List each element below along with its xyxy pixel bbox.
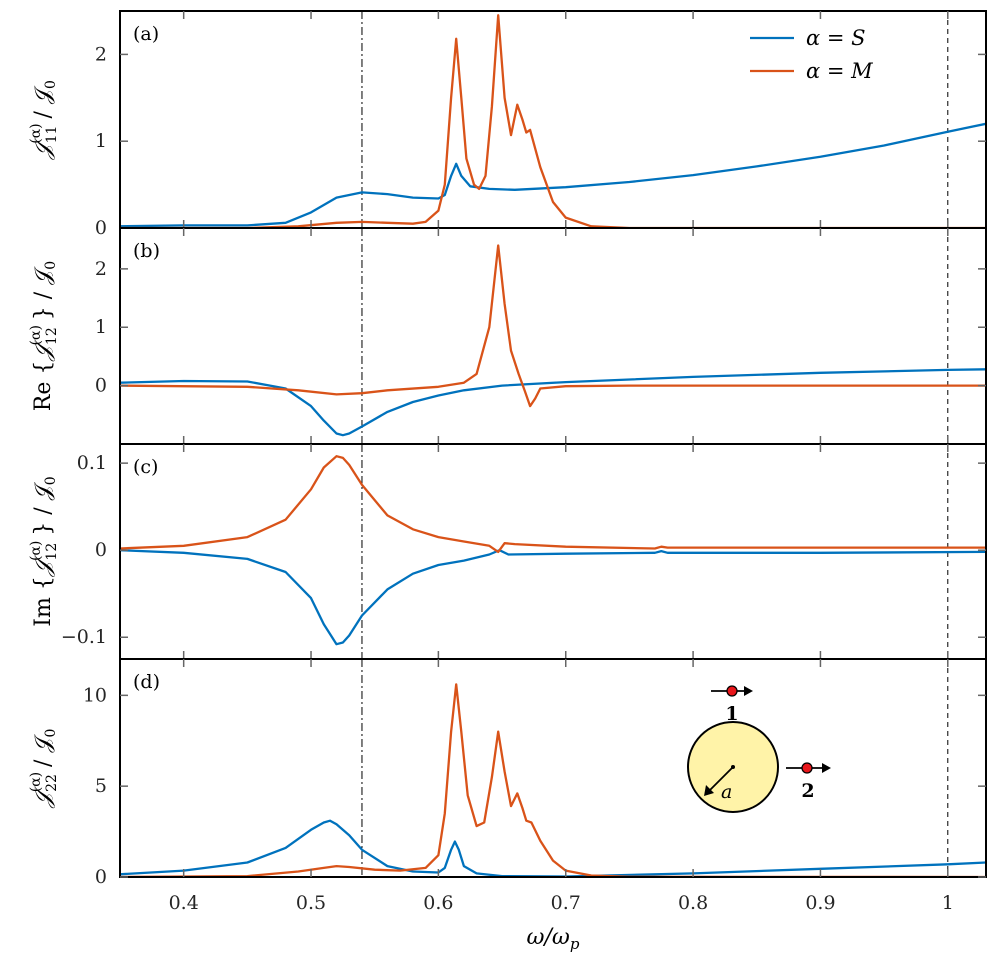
y-tick-label: 0.1 xyxy=(77,452,107,474)
legend: α = S α = M xyxy=(750,26,873,83)
series-M-line xyxy=(120,14,986,228)
series-S-line xyxy=(120,819,986,877)
y-tick-label: 0 xyxy=(95,866,107,888)
panel-label: (b) xyxy=(133,240,160,262)
panel-label: (c) xyxy=(133,456,158,478)
legend-label-M: α = M xyxy=(806,59,873,83)
radius-arrowhead xyxy=(704,785,714,796)
y-axis-label: 𝒥(α)11 / 𝒥0 xyxy=(28,80,60,160)
y-tick-label: 2 xyxy=(95,258,107,280)
x-tick-label: 0.7 xyxy=(551,892,581,914)
y-tick-label: 1 xyxy=(95,316,107,338)
series-M-line xyxy=(120,244,986,408)
legend-label-S: α = S xyxy=(806,26,866,50)
x-tick-label: 0.8 xyxy=(678,892,708,914)
series-S-line xyxy=(120,549,986,646)
x-tick-label: 0.9 xyxy=(805,892,835,914)
panel-frame xyxy=(119,658,987,878)
y-tick-label: 1 xyxy=(95,130,107,152)
panel-c: −0.1 0 0.1 (c) Im {𝒥(α)12 } / 𝒥0 xyxy=(28,443,987,660)
y-axis-label: Im {𝒥(α)12 } / 𝒥0 xyxy=(28,476,60,626)
geometry-inset: a 1 2 xyxy=(687,685,831,813)
dipole-2-label: 2 xyxy=(801,780,814,802)
y-tick-label: 2 xyxy=(95,43,107,65)
y-tick-label: 0 xyxy=(95,375,107,397)
panel-b: 0 1 2 (b) Re {𝒥(α)12 } / 𝒥0 xyxy=(28,227,987,445)
dipole-1-arrowhead xyxy=(744,686,753,696)
dipole-2-arrowhead xyxy=(822,763,831,773)
panel-label: (a) xyxy=(133,23,159,45)
y-tick-label: −0.1 xyxy=(61,626,107,648)
series-M-line xyxy=(120,455,986,554)
y-axis-label: Re {𝒥(α)12 } / 𝒥0 xyxy=(28,261,60,411)
x-axis: ω/ωp xyxy=(527,925,580,953)
series-S-line xyxy=(120,368,986,437)
y-axis-label: 𝒥(α)22 / 𝒥0 xyxy=(28,729,60,809)
panel-d: 0 5 10 (d) 𝒥(α)22 / 𝒥0 0.4 0.5 0.6 0.7 0.8 0.9 1 xyxy=(28,658,987,914)
x-tick-label: 0.6 xyxy=(423,892,453,914)
x-tick-label: 1 xyxy=(942,892,954,914)
series-M-line xyxy=(120,683,986,877)
radius-label: a xyxy=(721,781,732,803)
x-tick-label: 0.4 xyxy=(169,892,199,914)
dipole-1-label: 1 xyxy=(725,703,738,725)
dipole-2 xyxy=(801,762,813,774)
y-tick-label: 0 xyxy=(95,217,107,239)
y-tick-label: 10 xyxy=(83,684,107,706)
panel-label: (d) xyxy=(133,671,160,693)
panel-frame xyxy=(119,227,987,445)
radius-arrow xyxy=(707,766,734,793)
x-axis-label: ω/ωp xyxy=(527,925,580,953)
y-tick-label: 5 xyxy=(95,775,107,797)
panels: 0 1 2 (a) 𝒥(α)11 / 𝒥0 0 1 2 (b) Re {𝒥(α)12 } / 𝒥0… xyxy=(28,10,987,914)
series-S-line xyxy=(120,122,986,228)
dipole-1 xyxy=(726,685,738,697)
x-tick-label: 0.5 xyxy=(296,892,326,914)
y-tick-label: 0 xyxy=(95,539,107,561)
